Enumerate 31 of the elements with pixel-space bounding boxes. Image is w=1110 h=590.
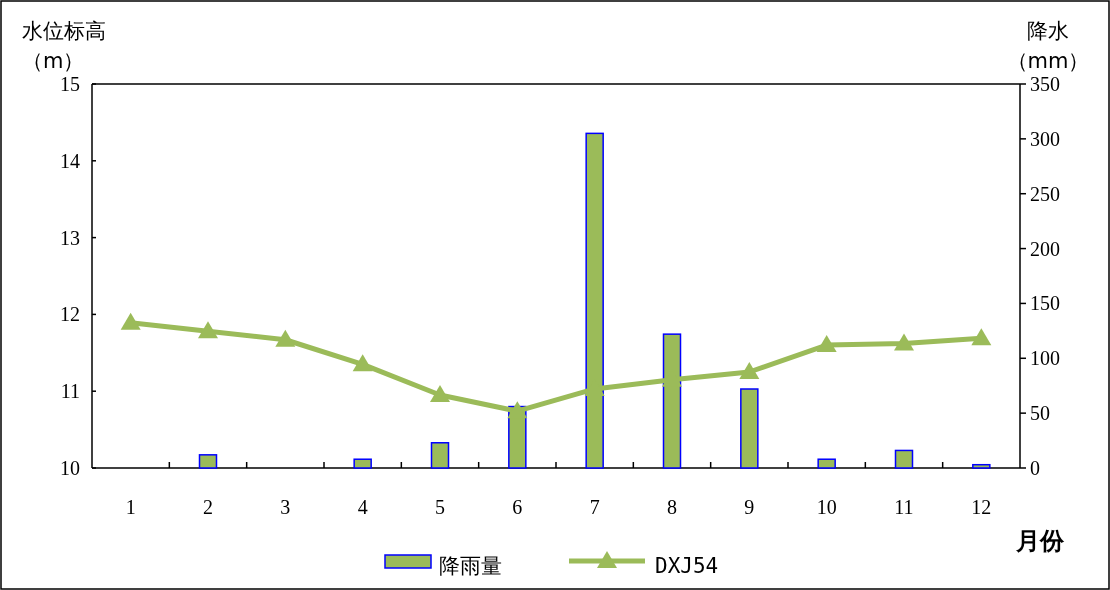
x-tick-label: 7	[589, 496, 600, 518]
y2-tick-label: 50	[1030, 402, 1050, 425]
y2-tick-label: 0	[1030, 457, 1040, 479]
y2-tick-label: 150	[1030, 292, 1060, 315]
y-axis-title: 水位标高（m）	[22, 18, 107, 75]
x-tick-label: 8	[667, 496, 677, 518]
x-tick-label: 2	[203, 496, 213, 518]
y-tick-label: 10	[60, 457, 80, 479]
x-tick-label: 6	[512, 496, 523, 518]
x-tick-label: 11	[894, 496, 914, 518]
y2-tick-label: 100	[1030, 347, 1060, 370]
x-tick-label: 12	[971, 496, 992, 518]
y-tick-label: 13	[60, 226, 80, 249]
x-axis-title: 月份	[1015, 527, 1065, 555]
x-tick-label: 10	[816, 496, 837, 518]
legend-label: DXJ54	[655, 554, 719, 578]
y-tick-label: 15	[60, 73, 80, 95]
y2-axis-title: 降水（mm）	[1005, 18, 1091, 75]
y-tick-label: 14	[60, 149, 80, 172]
y-tick-label: 11	[60, 380, 80, 403]
y-tick-label: 12	[60, 303, 80, 326]
y2-tick-label: 200	[1030, 237, 1060, 260]
x-tick-label: 4	[357, 496, 368, 518]
x-tick-label: 3	[280, 496, 291, 518]
y2-tick-label: 300	[1030, 127, 1060, 150]
x-tick-label: 9	[744, 496, 755, 518]
x-tick-label: 1	[125, 496, 136, 518]
legend-label: 降雨量	[439, 554, 502, 578]
x-tick-label: 5	[435, 496, 445, 518]
y2-tick-label: 250	[1030, 182, 1060, 205]
y2-tick-label: 350	[1030, 73, 1060, 95]
